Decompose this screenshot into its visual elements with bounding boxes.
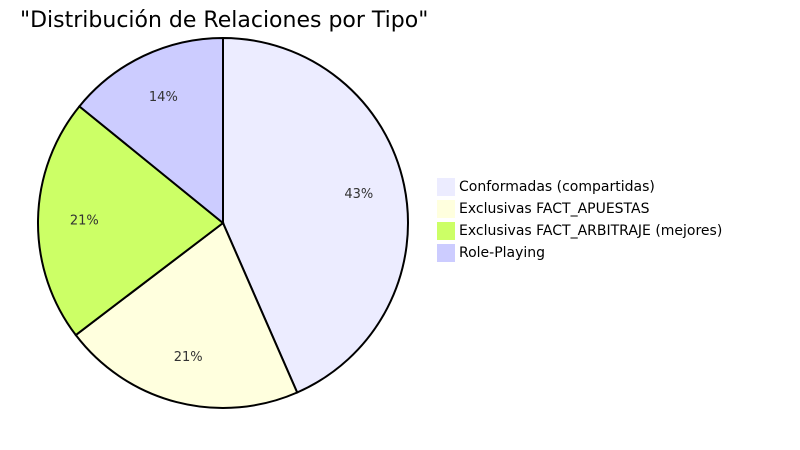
legend-item: Conformadas (compartidas) xyxy=(437,178,655,196)
legend-label: Role-Playing xyxy=(459,245,545,261)
legend: Conformadas (compartidas) Exclusivas FACT… xyxy=(437,178,722,262)
legend-label: Exclusivas FACT_APUESTAS xyxy=(459,201,650,217)
pie-slice-role-playing xyxy=(78,36,224,226)
chart-title: "Distribución de Relaciones por Tipo" xyxy=(20,8,428,33)
legend-swatch xyxy=(437,178,455,196)
legend-item: Exclusivas FACT_ARBITRAJE (mejores) xyxy=(437,222,722,240)
pie-slice-conformadas-compartidas xyxy=(222,36,409,394)
slice-percent-label: 21% xyxy=(174,350,203,365)
legend-swatch xyxy=(437,222,455,240)
slice-percent-label: 43% xyxy=(344,187,373,202)
pie-slice-labels: 43% 21% 21% 14% xyxy=(70,90,373,365)
slice-percent-label: 14% xyxy=(149,90,178,105)
pie-slice-exclusivas-fact-apuestas xyxy=(74,221,299,409)
slice-percent-label: 21% xyxy=(70,213,99,228)
legend-swatch xyxy=(437,244,455,262)
legend-item: Exclusivas FACT_APUESTAS xyxy=(437,200,650,218)
legend-label: Conformadas (compartidas) xyxy=(459,179,655,195)
legend-item: Role-Playing xyxy=(437,244,545,262)
pie-slices xyxy=(37,36,409,409)
legend-swatch xyxy=(437,200,455,218)
legend-label: Exclusivas FACT_ARBITRAJE (mejores) xyxy=(459,223,722,239)
pie-slice-exclusivas-fact-arbitraje-mejores xyxy=(37,104,225,337)
